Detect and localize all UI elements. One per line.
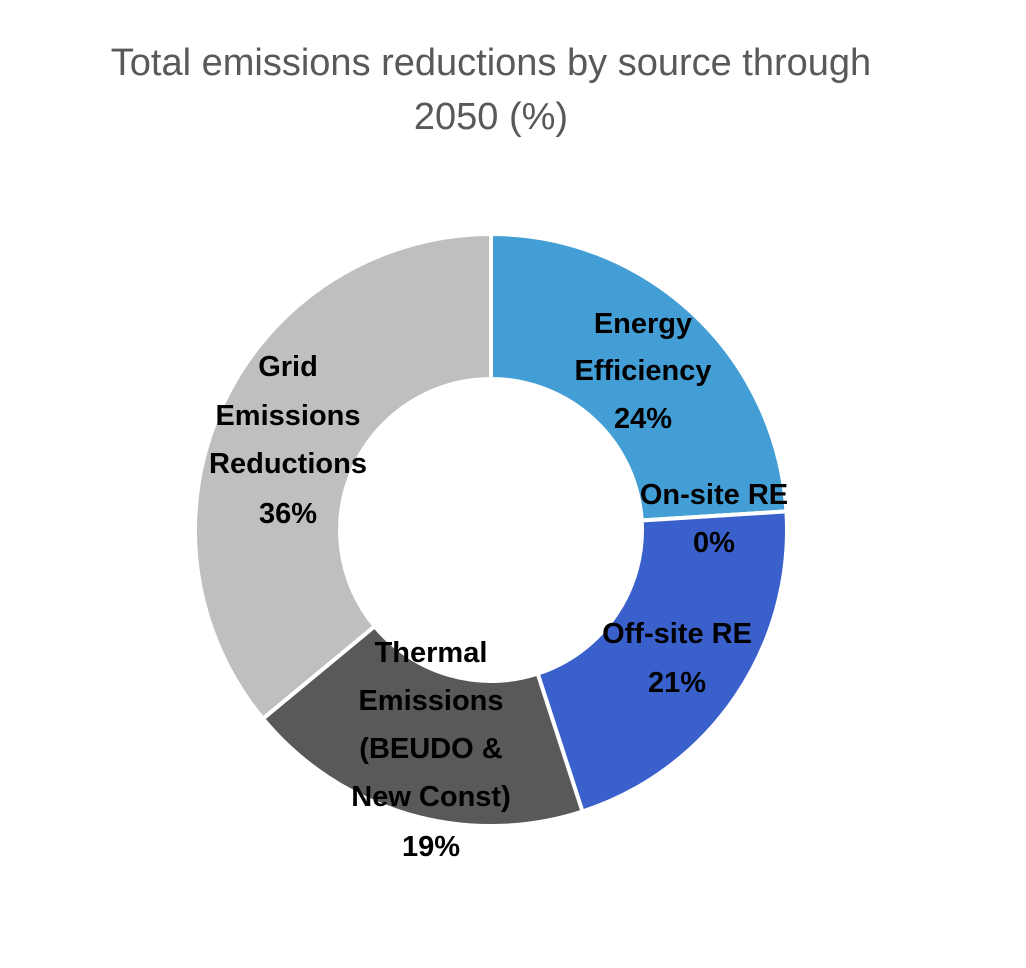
chart-title: Total emissions reductions by source thr… <box>0 36 982 144</box>
slice-off-site-re <box>535 509 789 814</box>
svg-text:Emissions: Emissions <box>215 400 360 432</box>
svg-text:21%: 21% <box>648 667 706 699</box>
chart-title-line-2: 2050 (%) <box>413 96 569 138</box>
slice-label-thermal-emissions: Thermal Emissions (BEUDO & New Const) 19… <box>351 637 511 863</box>
slice-grid-emissions-reductions <box>193 232 493 721</box>
svg-text:19%: 19% <box>402 831 460 863</box>
svg-text:24%: 24% <box>614 403 672 435</box>
slice-label-on-site-re: On-site RE 0% <box>640 479 788 559</box>
donut-slices <box>193 232 789 828</box>
svg-text:Off-site RE: Off-site RE <box>602 618 752 650</box>
svg-text:Efficiency: Efficiency <box>575 355 712 387</box>
svg-text:Grid: Grid <box>258 351 318 383</box>
svg-text:36%: 36% <box>259 498 317 530</box>
slice-thermal-emissions-beudo-new-const <box>260 624 585 828</box>
svg-text:On-site RE: On-site RE <box>640 479 788 511</box>
svg-text:(BEUDO &: (BEUDO & <box>359 733 502 765</box>
slice-energy-efficiency <box>489 232 789 523</box>
svg-text:0%: 0% <box>693 527 735 559</box>
slice-label-energy-efficiency: Energy Efficiency 24% <box>575 308 712 435</box>
svg-text:Reductions: Reductions <box>209 448 367 480</box>
svg-text:Emissions: Emissions <box>358 685 503 717</box>
svg-text:Energy: Energy <box>594 308 692 340</box>
svg-text:Thermal: Thermal <box>375 637 488 669</box>
slice-label-grid-emissions: Grid Emissions Reductions 36% <box>209 351 367 530</box>
svg-text:New Const): New Const) <box>351 781 511 813</box>
slice-label-off-site-re: Off-site RE 21% <box>602 618 752 699</box>
chart-title-line-1: Total emissions reductions by source thr… <box>110 42 872 84</box>
